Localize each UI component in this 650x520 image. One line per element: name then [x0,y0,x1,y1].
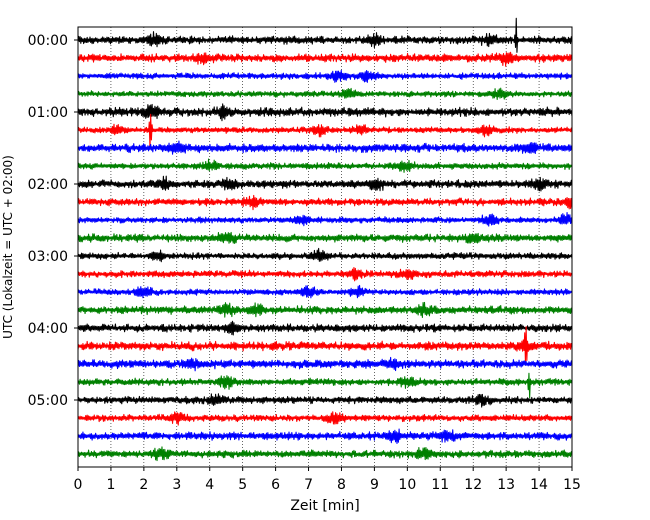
trace-0330 [78,285,572,297]
x-tick-label: 3 [172,477,181,493]
y-tick-label: 02:00 [28,177,68,193]
trace-0530 [78,429,572,443]
x-tick-label: 13 [497,477,515,493]
x-tick-label: 4 [205,477,214,493]
y-axis-label: UTC (Lokalzeit = UTC + 02:00) [1,155,15,339]
y-tick-label: 01:00 [28,105,68,121]
trace-0415 [78,327,572,362]
trace-0400 [78,321,572,335]
x-tick-label: 8 [337,477,346,493]
x-tick-label: 5 [238,477,247,493]
trace-0545 [78,447,572,461]
y-tick-label: 03:00 [28,249,68,265]
seismogram-traces [78,18,572,460]
trace-0200 [78,176,572,191]
trace-0100 [78,104,572,121]
x-tick-label: 15 [563,477,581,493]
trace-0300 [78,248,572,261]
trace-0345 [78,302,572,317]
x-tick-label: 0 [74,477,83,493]
x-axis-label: Zeit [min] [290,498,359,514]
x-tick-label: 6 [271,477,280,493]
trace-0430 [78,357,572,370]
trace-0445 [78,373,572,398]
trace-0145 [78,159,572,172]
trace-0500 [78,394,572,407]
y-tick-label: 04:00 [28,321,68,337]
y-tick-label: 05:00 [28,393,68,409]
y-tick-label: 00:00 [28,33,68,49]
y-axis-ticks: 00:00 01:00 02:00 03:00 04:00 05:00 [28,33,78,409]
x-tick-label: 2 [139,477,148,493]
trace-0015 [78,52,572,66]
x-tick-label: 9 [370,477,379,493]
x-tick-label: 10 [398,477,416,493]
x-tick-label: 11 [431,477,449,493]
trace-0000 [78,18,572,52]
trace-0245 [78,232,572,243]
trace-0115 [78,114,572,149]
x-axis-ticks: 0 1 2 3 4 5 6 7 8 9 10 11 12 13 14 15 [74,467,581,493]
x-tick-label: 12 [464,477,482,493]
trace-0315 [78,268,572,281]
trace-0215 [78,195,572,209]
trace-0515 [78,412,572,425]
x-tick-label: 14 [530,477,548,493]
trace-0030 [78,70,572,82]
trace-0230 [78,213,572,227]
x-tick-label: 7 [304,477,313,493]
x-tick-label: 1 [106,477,115,493]
trace-0045 [78,88,572,99]
trace-0130 [78,141,572,154]
